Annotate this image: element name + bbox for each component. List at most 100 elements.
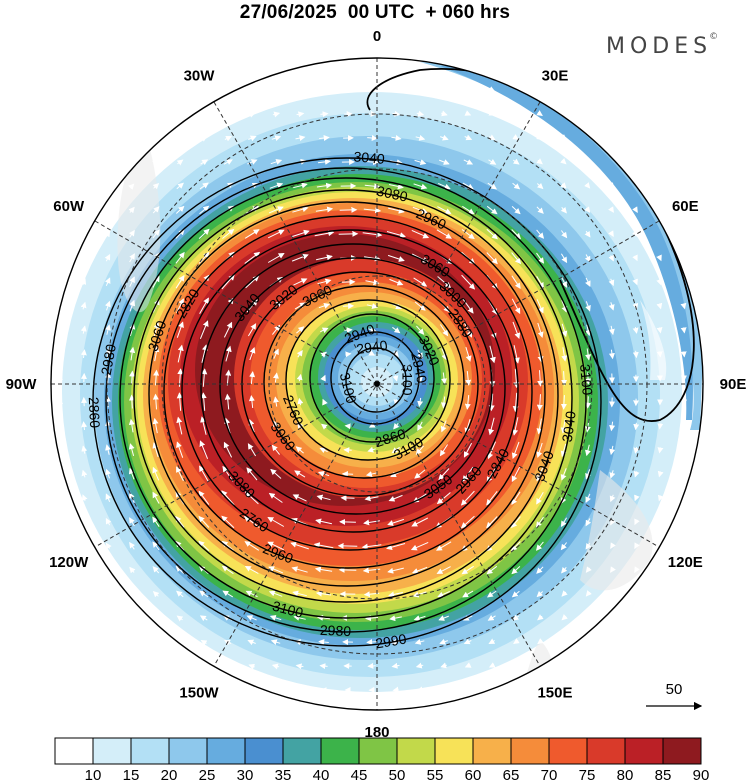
wind-arrow <box>271 444 280 455</box>
colorbar-swatch <box>548 737 588 765</box>
wind-arrow <box>221 515 235 529</box>
wind-arrow <box>537 370 544 387</box>
wind-arrow <box>198 540 210 551</box>
wind-arrow <box>199 320 209 339</box>
wind-arrow <box>438 615 449 621</box>
colorbar-swatch <box>244 737 284 765</box>
wind-arrow <box>296 111 305 118</box>
wind-arrow <box>176 615 184 622</box>
wind-arrow <box>464 86 472 92</box>
wind-arrow <box>414 638 425 645</box>
wind-arrow <box>199 297 209 314</box>
wind-arrow <box>536 229 545 239</box>
wind-arrow <box>225 345 232 362</box>
wind-arrow <box>512 417 519 436</box>
wind-arrow <box>152 393 159 410</box>
wind-arrow <box>223 441 233 458</box>
wind-arrow <box>128 443 135 457</box>
wind-arrow <box>560 419 567 434</box>
wind-arrow <box>152 516 160 527</box>
wind-arrow <box>584 182 591 189</box>
wind-arrow <box>271 135 282 142</box>
wind-arrow <box>536 275 544 289</box>
wind-arrow <box>561 347 568 362</box>
wind-arrow <box>199 182 209 190</box>
wind-arrow <box>489 345 496 364</box>
wind-arrow <box>389 278 404 286</box>
colorbar: 10 15 20 25 30 35 40 45 50 55 60 65 70 75 80 85 90 <box>54 737 710 782</box>
wind-arrow <box>585 444 591 457</box>
wind-arrow <box>584 230 591 238</box>
wind-arrow <box>176 392 183 411</box>
wind-arrow <box>221 274 235 290</box>
wind-arrow <box>536 467 544 482</box>
colorbar-swatch <box>510 737 550 765</box>
colorbar-label: 55 <box>427 767 444 782</box>
wind-arrow <box>223 159 233 165</box>
wind-arrow <box>105 347 111 360</box>
map-title: 27/06/2025 00 UTC + 060 hrs <box>239 2 511 23</box>
wind-arrow <box>152 491 160 504</box>
wind-arrow <box>392 350 399 358</box>
colorbar-label: 30 <box>237 767 254 782</box>
wind-arrow <box>245 206 260 214</box>
wind-arrow <box>512 134 519 140</box>
wind-arrow <box>536 590 544 598</box>
wind-arrow <box>512 392 519 413</box>
wind-arrow <box>201 368 208 387</box>
wind-arrow <box>129 517 135 527</box>
wind-arrow <box>387 567 404 574</box>
colorbar-label: 90 <box>693 767 710 782</box>
wind-arrow <box>290 541 309 550</box>
wind-arrow <box>486 490 498 506</box>
wind-arrow <box>199 615 208 622</box>
wind-arrow <box>221 565 234 575</box>
longitude-label-layer: 0 30E 60E 90E 120E 150E 180 150W 120W 90W 60W 30W <box>6 28 747 741</box>
wind-arrow <box>105 542 112 550</box>
wind-arrow <box>609 494 616 503</box>
wind-arrow <box>273 396 280 407</box>
wind-arrow <box>199 205 210 215</box>
colorbar-swatch <box>320 737 360 765</box>
wind-arrow <box>416 686 424 693</box>
contour-label: 3040 <box>353 148 386 167</box>
wind-arrow <box>462 466 474 482</box>
wind-arrow <box>104 277 111 287</box>
wind-arrow <box>320 351 327 358</box>
wind-arrow <box>488 86 496 92</box>
colorbar-label: 10 <box>85 767 102 782</box>
wind-arrow <box>413 277 428 287</box>
wind-arrow <box>411 517 429 527</box>
wind-arrow <box>656 254 662 262</box>
wind-arrow <box>488 110 496 116</box>
wind-arrow <box>536 566 544 574</box>
wind-arrow <box>585 324 591 337</box>
wind-arrow <box>585 348 592 361</box>
wind-arrow <box>198 228 210 239</box>
wind-arrow <box>511 491 521 506</box>
wind-arrow <box>365 471 378 477</box>
colorbar-label: 70 <box>541 767 558 782</box>
wind-arrow <box>80 301 87 310</box>
wind-arrow <box>436 541 452 551</box>
wind-arrow <box>511 206 521 215</box>
wind-arrow <box>415 445 424 455</box>
wind-arrow <box>537 638 544 645</box>
wind-arrow <box>365 159 379 166</box>
wind-arrow <box>512 321 521 340</box>
wind-arrow <box>367 446 376 453</box>
wind-arrow <box>152 541 160 551</box>
wind-arrow <box>223 321 233 338</box>
wind-arrow <box>368 350 376 356</box>
wind-arrow <box>175 515 185 528</box>
wind-arrow <box>105 517 112 526</box>
wind-arrow <box>153 369 160 386</box>
wind-arrow <box>417 349 423 359</box>
wind-arrow <box>272 372 279 383</box>
wind-arrow <box>128 467 135 480</box>
wind-arrow <box>585 372 592 385</box>
wind-arrow <box>537 322 544 338</box>
wind-arrow <box>632 350 639 359</box>
colorbar-label: 80 <box>617 767 634 782</box>
wind-arrow <box>80 325 87 334</box>
